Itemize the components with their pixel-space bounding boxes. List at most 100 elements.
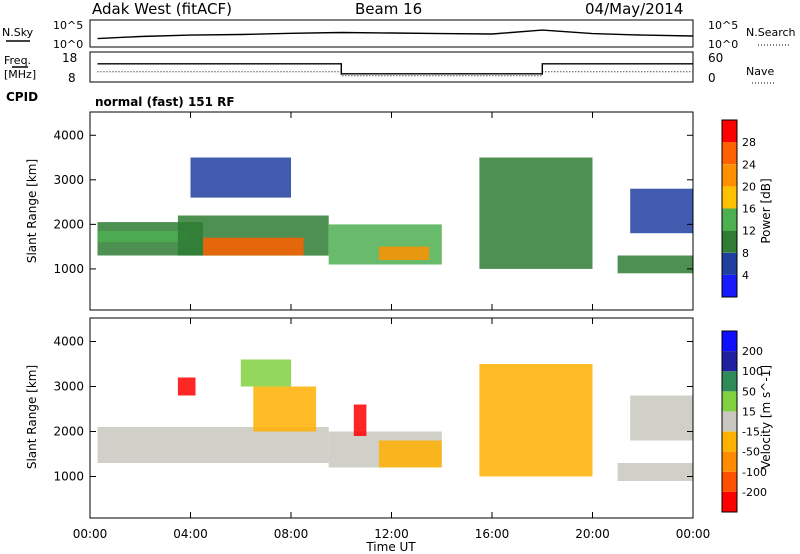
xtick-label-0: 00:00 — [73, 527, 108, 541]
power-ylabel: Slant Range [km] — [25, 159, 39, 263]
velocity-colorbar-swatch-6 — [722, 371, 737, 392]
noise-left-tick-bottom: 10^0 — [53, 38, 83, 51]
velocity-ytick-label-0: 1000 — [53, 470, 84, 484]
freq-tick-top: 18 — [62, 51, 77, 65]
freq-panel-frame — [89, 51, 694, 83]
power-colorbar-tick-3: 16 — [742, 203, 756, 216]
velocity-colorbar-label: Velocity [m s^-1] — [759, 365, 773, 469]
power-panel: 1000 2000 3000 4000 Slant Range [km] 4 8 12 16… — [25, 111, 773, 311]
velocity-colorbar-swatch-4 — [722, 411, 737, 432]
time-axis: 00:00 04:00 08:00 12:00 16:00 20:00 00:00 — [73, 112, 711, 541]
power-colorbar-swatch-5 — [722, 164, 737, 187]
power-colorbar-swatch-6 — [722, 142, 737, 165]
power-region-7 — [617, 255, 693, 274]
power-colorbar-swatch-0 — [722, 274, 737, 297]
power-colorbar-tick-6: 28 — [742, 136, 756, 149]
power-colorbar-tick-5: 24 — [742, 158, 756, 171]
power-colorbar-swatch-2 — [722, 230, 737, 253]
freq-line — [97, 63, 693, 75]
velocity-ytick-label-1: 2000 — [53, 425, 84, 439]
freq-tick-bottom: 8 — [68, 71, 76, 85]
velocity-ytick-label-3: 4000 — [53, 335, 84, 349]
date-title: 04/May/2014 — [585, 0, 683, 18]
power-ytick-label-3: 4000 — [53, 128, 84, 142]
power-region-3 — [203, 237, 304, 256]
velocity-region-8 — [630, 395, 693, 441]
noise-panel-frame — [89, 19, 694, 48]
velocity-colorbar-tick-5: 50 — [742, 385, 756, 398]
cpid-text: normal (fast) 151 RF — [95, 95, 235, 109]
velocity-colorbar-swatch-7 — [722, 351, 737, 372]
velocity-colorbar-swatch-2 — [722, 451, 737, 472]
power-colorbar-label: Power [dB] — [759, 178, 773, 243]
station-title: Adak West (fitACF) — [92, 0, 232, 18]
velocity-colorbar-swatch-3 — [722, 431, 737, 452]
power-yaxis: 1000 2000 3000 4000 — [53, 128, 693, 276]
power-ytick-label-1: 2000 — [53, 217, 84, 231]
beam-title: Beam 16 — [355, 0, 422, 18]
velocity-colorbar-tick-3: -15 — [742, 426, 760, 439]
power-colorbar-swatch-1 — [722, 252, 737, 275]
noise-sky-line — [97, 29, 694, 40]
power-data-region-group — [97, 157, 693, 274]
velocity-ylabel: Slant Range [km] — [25, 365, 39, 469]
nave-label: Nave — [746, 65, 774, 78]
velocity-region-0 — [97, 427, 329, 463]
velocity-panel-frame — [89, 317, 694, 519]
noise-right-tick-bottom: 10^0 — [708, 38, 738, 51]
velocity-region-7 — [617, 463, 693, 481]
power-colorbar-tick-4: 20 — [742, 180, 756, 193]
noise-left-label: N.Sky — [2, 26, 34, 39]
power-colorbar-swatch-4 — [722, 186, 737, 209]
xtick-label-3: 12:00 — [374, 527, 409, 541]
xtick-label-6: 00:00 — [676, 527, 711, 541]
velocity-data-region-group — [97, 359, 693, 481]
velocity-region-6 — [353, 404, 367, 436]
power-region-8 — [630, 188, 693, 234]
power-ytick-label-0: 1000 — [53, 262, 84, 276]
power-region-6 — [190, 157, 291, 198]
nave-tick-top: 60 — [708, 51, 723, 65]
velocity-region-5 — [177, 377, 196, 396]
power-colorbar-tick-2: 12 — [742, 225, 756, 238]
xtick-label-1: 04:00 — [173, 527, 208, 541]
noise-panel: N.Sky N.Search 10^5 10^0 10^5 10^0 — [2, 19, 796, 51]
xtick-label-5: 20:00 — [575, 527, 610, 541]
velocity-colorbar-tick-2: -50 — [742, 446, 760, 459]
velocity-colorbar-tick-4: 15 — [742, 405, 756, 418]
power-ytick-label-2: 3000 — [53, 173, 84, 187]
xtick-label-4: 16:00 — [475, 527, 510, 541]
power-colorbar-tick-0: 4 — [742, 269, 749, 282]
velocity-colorbar-tick-6: 100 — [742, 365, 763, 378]
power-region-1 — [97, 231, 191, 243]
power-colorbar-swatch-3 — [722, 208, 737, 231]
velocity-colorbar-swatch-1 — [722, 471, 737, 492]
freq-left-label: Freq. — [4, 54, 31, 67]
power-colorbar-tick-1: 8 — [742, 247, 749, 260]
nave-tick-bottom: 0 — [708, 71, 716, 85]
freq-left-unit: [MHz] — [4, 68, 36, 81]
noise-left-tick-top: 10^5 — [53, 19, 83, 32]
velocity-colorbar: -200 -100 -50 -15 15 50 100 200 — [721, 330, 767, 513]
velocity-region-4 — [240, 359, 292, 387]
velocity-yaxis: 1000 2000 3000 4000 — [53, 335, 693, 484]
velocity-region-9 — [479, 364, 593, 477]
power-colorbar-frame — [721, 119, 738, 298]
velocity-panel: 1000 2000 3000 4000 Slant Range [km] -200 -1… — [25, 317, 773, 519]
velocity-region-3 — [253, 386, 317, 432]
nave-line — [97, 71, 693, 77]
velocity-region-2 — [378, 440, 442, 468]
cpid-label: CPID — [6, 90, 38, 104]
xaxis-label: Time UT — [365, 540, 416, 554]
power-colorbar-swatch-7 — [722, 120, 737, 143]
velocity-colorbar-frame — [721, 330, 738, 513]
velocity-colorbar-swatch-0 — [722, 491, 737, 512]
power-region-5 — [378, 246, 430, 260]
velocity-colorbar-tick-0: -200 — [742, 486, 767, 499]
freq-panel: Freq. [MHz] Nave 18 8 60 0 — [4, 51, 776, 85]
noise-right-label: N.Search — [746, 26, 796, 39]
power-colorbar: 4 8 12 16 20 24 28 — [721, 119, 756, 298]
velocity-colorbar-swatch-5 — [722, 391, 737, 412]
velocity-colorbar-tick-1: -100 — [742, 466, 767, 479]
